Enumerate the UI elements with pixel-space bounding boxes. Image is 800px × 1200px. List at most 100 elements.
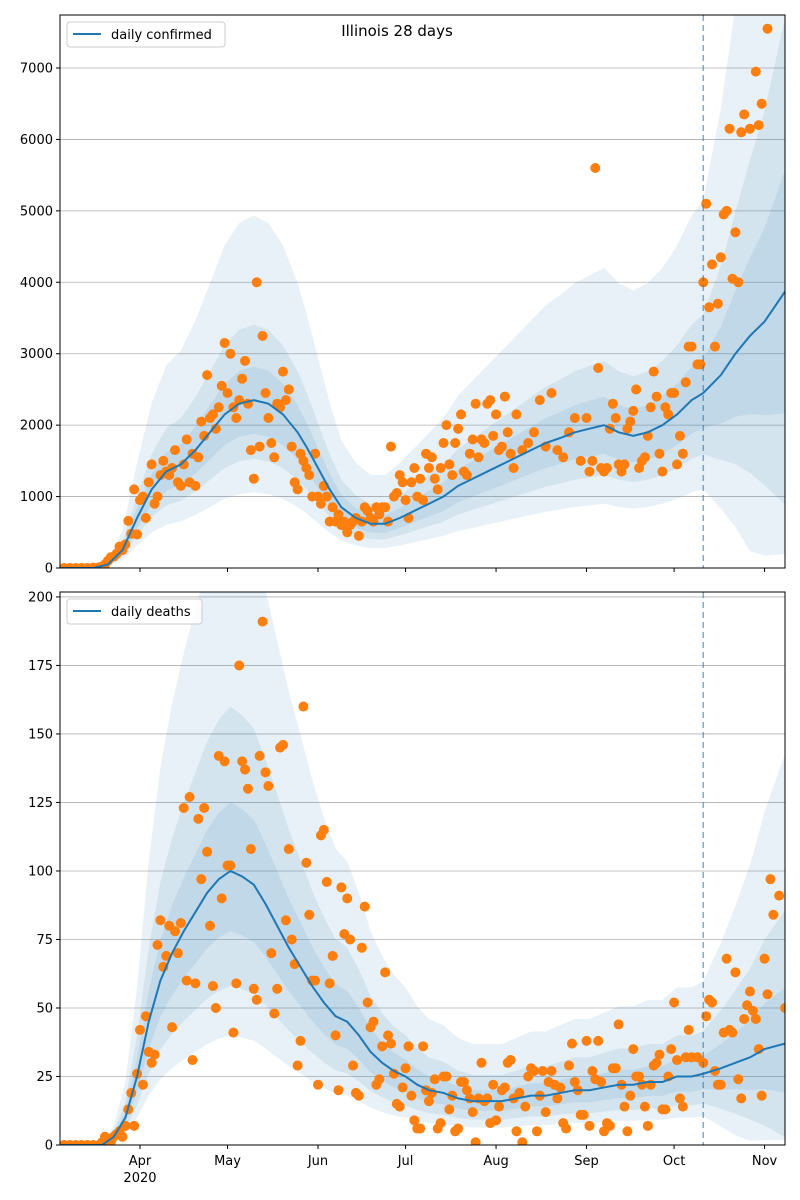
data-point xyxy=(578,1109,589,1120)
data-point xyxy=(502,427,513,438)
legend-deaths: daily deaths xyxy=(66,598,203,625)
data-point xyxy=(374,1074,385,1085)
data-point xyxy=(584,1120,595,1131)
data-point xyxy=(158,455,169,466)
data-point xyxy=(628,405,639,416)
data-point xyxy=(169,445,180,456)
data-point xyxy=(234,660,245,671)
data-point xyxy=(601,463,612,473)
data-point xyxy=(152,939,163,950)
data-point xyxy=(642,1120,653,1131)
legend-box xyxy=(66,598,203,625)
data-point xyxy=(575,455,586,466)
data-point xyxy=(129,484,140,495)
data-point xyxy=(639,452,650,463)
data-point xyxy=(464,448,475,459)
data-point xyxy=(400,495,411,506)
data-point xyxy=(444,459,455,470)
data-point xyxy=(669,997,680,1008)
data-point xyxy=(432,484,443,495)
data-point xyxy=(744,986,755,997)
data-point xyxy=(409,463,420,473)
data-point xyxy=(569,1076,580,1087)
data-point xyxy=(409,1115,420,1126)
data-point xyxy=(254,441,265,452)
data-point xyxy=(356,942,367,953)
data-point xyxy=(397,477,408,488)
data-point xyxy=(514,1087,525,1098)
data-point xyxy=(596,1076,607,1087)
data-point xyxy=(566,1038,577,1049)
y-tick-label: 0 xyxy=(45,1139,53,1154)
data-point xyxy=(552,1093,563,1104)
data-point xyxy=(362,997,373,1008)
data-point xyxy=(190,978,201,989)
data-point xyxy=(266,438,277,448)
data-point xyxy=(257,616,268,627)
data-point xyxy=(762,23,773,34)
data-point xyxy=(645,402,656,413)
data-point xyxy=(780,1002,785,1013)
data-point xyxy=(666,1044,677,1055)
data-point xyxy=(117,1131,128,1142)
data-point xyxy=(677,448,688,459)
data-point xyxy=(508,463,519,473)
data-point xyxy=(677,1101,688,1112)
data-point xyxy=(447,470,458,481)
data-point xyxy=(336,882,347,893)
data-point xyxy=(219,756,230,767)
data-point xyxy=(461,470,472,481)
data-point xyxy=(222,388,233,398)
data-point xyxy=(202,370,213,381)
data-point xyxy=(286,441,297,452)
data-point xyxy=(686,341,697,352)
data-point xyxy=(736,127,747,138)
data-point xyxy=(418,495,429,506)
y-tick-label: 175 xyxy=(28,659,53,674)
data-point xyxy=(266,948,277,959)
data-point xyxy=(604,1120,615,1131)
deaths-axes: 0 25 50 75 100 125 150 175 200 Apr 2020 May Jun Jul Au… xyxy=(28,590,786,1186)
data-point xyxy=(400,1063,411,1074)
data-point xyxy=(263,781,274,792)
axes-frame xyxy=(59,591,786,1146)
data-point xyxy=(304,470,315,481)
data-point xyxy=(555,1082,566,1093)
confirmed-axes: 0 1000 2000 3000 4000 5000 6000 7000 xyxy=(20,14,786,577)
data-point xyxy=(613,1019,624,1030)
data-point xyxy=(774,890,785,901)
data-point xyxy=(213,402,224,413)
data-point xyxy=(581,1035,592,1046)
data-point xyxy=(251,994,262,1005)
data-point xyxy=(654,1049,665,1060)
data-point xyxy=(207,981,218,992)
data-point xyxy=(175,918,186,929)
data-point xyxy=(313,1079,324,1090)
y-tick-label: 4000 xyxy=(20,276,53,291)
data-point xyxy=(680,377,691,388)
data-point xyxy=(511,409,522,420)
data-point xyxy=(491,1115,502,1126)
data-point xyxy=(534,395,545,406)
data-point xyxy=(406,1090,417,1101)
data-point xyxy=(172,948,183,959)
data-point xyxy=(759,953,770,964)
legend-label: daily deaths xyxy=(111,605,191,620)
data-point xyxy=(277,739,288,750)
data-point xyxy=(385,441,396,452)
data-point xyxy=(712,298,723,309)
x-tick-label: Apr xyxy=(129,1154,152,1169)
data-point xyxy=(438,438,449,448)
data-point xyxy=(435,463,446,473)
data-point xyxy=(330,1030,341,1041)
data-point xyxy=(286,934,297,945)
data-point xyxy=(528,1066,539,1077)
y-tick-label: 6000 xyxy=(20,133,53,148)
data-point xyxy=(499,391,510,402)
data-point xyxy=(540,1107,551,1118)
data-point xyxy=(280,915,291,926)
data-point xyxy=(318,824,329,835)
data-point xyxy=(523,438,534,448)
data-point xyxy=(207,409,218,420)
data-point xyxy=(429,1074,440,1085)
